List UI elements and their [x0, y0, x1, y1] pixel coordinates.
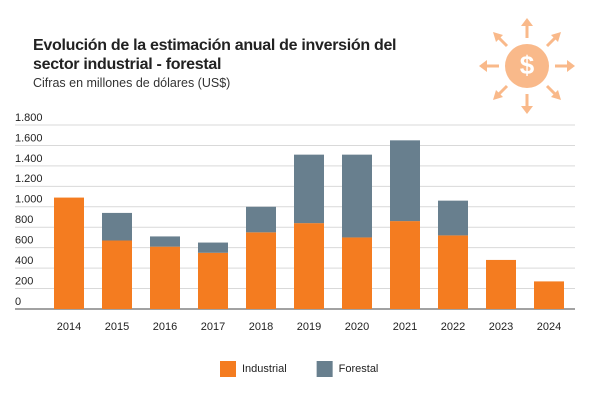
legend-label: Industrial — [242, 363, 287, 375]
bar-segment — [390, 221, 420, 309]
x-tick-label: 2018 — [249, 321, 273, 333]
chart-title: Evolución de la estimación anual de inve… — [33, 37, 397, 73]
x-tick-label: 2024 — [537, 321, 561, 333]
bar-segment — [438, 200, 468, 236]
bar-segment — [342, 154, 372, 238]
legend-label: Forestal — [339, 363, 379, 375]
x-tick-label: 2021 — [393, 321, 417, 333]
y-tick-label: 1.200 — [15, 173, 43, 185]
bar-segment — [102, 212, 132, 241]
bar-segment — [150, 236, 180, 247]
x-tick-label: 2017 — [201, 321, 225, 333]
y-tick-label: 1.600 — [15, 132, 43, 144]
bar-segment — [294, 154, 324, 224]
x-tick-label: 2015 — [105, 321, 129, 333]
bar-segment — [342, 237, 372, 309]
bar-segment — [246, 232, 276, 309]
x-tick-label: 2022 — [441, 321, 465, 333]
x-tick-label: 2014 — [57, 321, 81, 333]
svg-text:$: $ — [520, 50, 535, 80]
bar-segment — [246, 206, 276, 233]
bar-segment — [486, 259, 516, 309]
x-tick-label: 2019 — [297, 321, 321, 333]
legend-swatch — [316, 361, 333, 377]
bar-segment — [534, 281, 564, 309]
y-tick-label: 0 — [15, 296, 21, 308]
y-tick-label: 600 — [15, 235, 33, 247]
bar-segment — [102, 240, 132, 309]
x-tick-label: 2023 — [489, 321, 513, 333]
bar-segment — [198, 252, 228, 309]
bar-segment — [390, 140, 420, 222]
bar-segment — [198, 242, 228, 253]
y-tick-label: 400 — [15, 255, 33, 267]
bar-segment — [438, 235, 468, 309]
y-tick-label: 1.000 — [15, 194, 43, 206]
chart-subtitle: Cifras en millones de dólares (US$) — [33, 76, 231, 90]
dollar-sun-icon: $ — [479, 18, 575, 114]
bar-segment — [294, 223, 324, 309]
y-tick-label: 1.800 — [15, 112, 43, 124]
y-tick-label: 1.400 — [15, 153, 43, 165]
x-tick-label: 2020 — [345, 321, 369, 333]
x-tick-label: 2016 — [153, 321, 177, 333]
y-tick-label: 200 — [15, 275, 33, 287]
y-tick-label: 800 — [15, 214, 33, 226]
bar-segment — [54, 197, 84, 309]
bar-segment — [150, 246, 180, 309]
legend-swatch — [220, 361, 236, 377]
